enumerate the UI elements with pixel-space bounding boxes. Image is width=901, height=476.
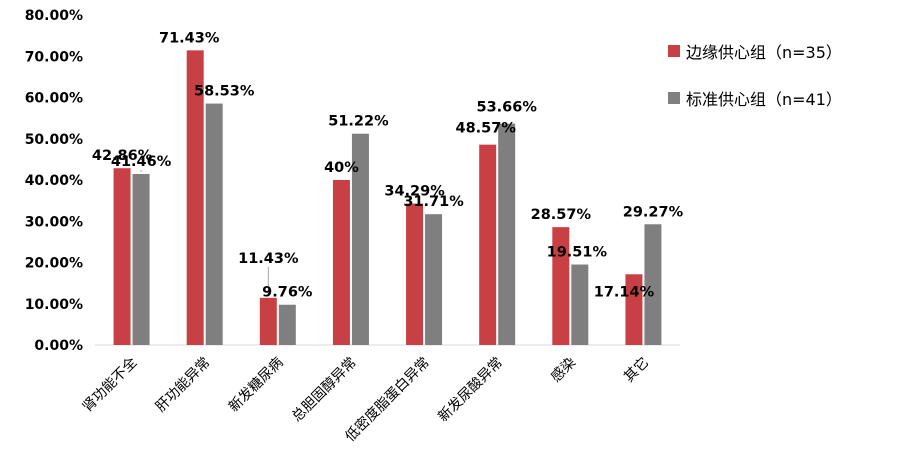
x-tick-label: 其它 [620, 354, 652, 386]
data-label-series-1: 28.57% [531, 207, 592, 223]
y-tick-label: 80.00% [25, 8, 83, 24]
legend-item-series-2: 标准供心组（n=41） [668, 87, 842, 109]
data-label-series-2: 9.76% [262, 285, 313, 301]
bar-series-1 [259, 297, 277, 345]
data-label-series-1: 17.14% [594, 284, 655, 300]
data-label-series-2: 29.27% [623, 204, 684, 220]
data-label-series-1: 42.86% [92, 148, 153, 164]
bar-series-1 [332, 180, 350, 345]
y-tick-label: 30.00% [25, 214, 83, 230]
bar-series-1 [406, 203, 424, 345]
x-tick-label: 肾功能不全 [79, 354, 141, 416]
y-tick-label: 70.00% [25, 49, 83, 65]
legend-label-series-1: 边缘供心组（n=35） [686, 43, 842, 62]
legend-swatch-series-1 [668, 45, 680, 57]
data-label-series-1: 40% [324, 160, 359, 176]
leader-lines [140, 169, 269, 296]
data-label-series-2: 31.71% [403, 194, 464, 210]
y-tick-label: 50.00% [25, 132, 83, 148]
y-axis: 0.00% 10.00% 20.00% 30.00% 40.00% 50.00% 60.00… [25, 8, 83, 354]
y-tick-label: 20.00% [25, 256, 83, 272]
legend-item-series-1: 边缘供心组（n=35） [668, 40, 842, 62]
bar-series-2 [571, 264, 589, 345]
bar-series-1 [186, 50, 204, 345]
bar-series-2 [351, 133, 369, 345]
data-label-series-1: 11.43% [238, 251, 299, 267]
x-tick-label: 新发糖尿病 [226, 355, 287, 416]
bar-series-1 [625, 274, 643, 345]
bar-series-2 [644, 224, 662, 345]
bar-series-2 [425, 214, 443, 345]
legend-label-series-2: 标准供心组（n=41） [686, 90, 842, 109]
bar-series-1 [479, 144, 497, 345]
x-tick-label: 感染 [547, 354, 579, 386]
x-tick-label: 肝功能异常 [153, 355, 214, 416]
bar-series-1 [552, 227, 570, 345]
data-label-series-2: 19.51% [547, 245, 608, 261]
data-label-series-1: 34.29% [384, 184, 445, 200]
data-label-series-2: 53.66% [476, 100, 537, 116]
y-tick-label: 10.00% [25, 297, 83, 313]
data-label-series-1: 48.57% [455, 121, 516, 137]
y-tick-label: 0.00% [34, 338, 83, 354]
data-label-series-1: 71.43% [159, 30, 220, 46]
y-tick-label: 40.00% [25, 173, 83, 189]
data-label-series-2: 41.46% [111, 154, 172, 170]
y-tick-label: 60.00% [25, 91, 83, 107]
bars [113, 50, 662, 345]
data-label-series-2: 51.22% [328, 114, 389, 130]
bar-series-1 [113, 168, 131, 345]
legend: 边缘供心组（n=35） 标准供心组（n=41） [668, 40, 842, 134]
bar-series-2 [498, 123, 516, 345]
legend-swatch-series-2 [668, 92, 680, 104]
bar-series-2 [132, 173, 150, 345]
bar-series-2 [205, 103, 223, 345]
x-tick-label: 总胆固醇异常 [288, 354, 359, 425]
x-tick-label: 新发尿酸异常 [435, 355, 506, 426]
data-labels: 42.86%41.46% 71.43% 58.53% 11.43% 9.76% 40% 51… [92, 30, 684, 300]
data-label-series-2: 58.53% [194, 84, 255, 100]
bar-series-2 [278, 304, 296, 345]
